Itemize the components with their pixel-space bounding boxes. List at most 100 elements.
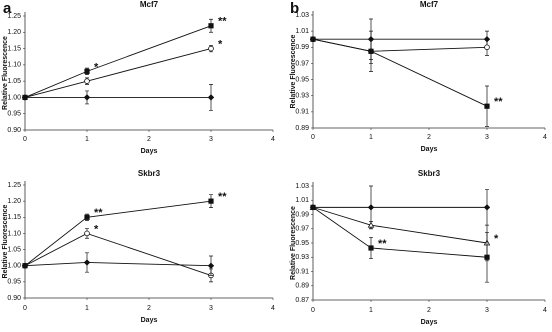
annotation: * — [94, 223, 99, 235]
y-tick-label: 0.99 — [295, 211, 309, 218]
y-tick-label: 1.10 — [7, 230, 21, 237]
x-axis-title: Days — [141, 148, 158, 155]
x-tick-label: 1 — [369, 134, 373, 141]
y-tick-label: 1.05 — [7, 246, 21, 253]
x-axis-title: Days — [141, 317, 158, 324]
y-tick-label: 0.89 — [295, 125, 309, 132]
point — [208, 45, 214, 52]
y-tick-label: 0.97 — [295, 226, 309, 233]
point — [484, 103, 490, 109]
x-tick-label: 2 — [147, 136, 151, 143]
point — [483, 204, 491, 211]
x-tick-label: 3 — [209, 305, 213, 312]
y-tick-label: 0.91 — [295, 109, 309, 116]
x-tick-label: 4 — [271, 136, 275, 143]
x-tick-label: 4 — [543, 134, 547, 141]
point — [83, 94, 91, 101]
x-tick-label: 2 — [427, 134, 431, 141]
y-tick-label: 0.95 — [7, 111, 21, 118]
x-tick-label: 0 — [311, 307, 315, 314]
y-tick-label: 1.01 — [295, 197, 309, 204]
point — [21, 262, 29, 269]
y-tick-label: 1.20 — [7, 29, 21, 36]
chart-title: Mcf7 — [420, 0, 439, 9]
point — [208, 198, 214, 204]
point — [310, 36, 316, 42]
y-tick-label: 0.89 — [295, 283, 309, 290]
point — [367, 204, 375, 211]
point — [207, 94, 215, 101]
y-tick-label: 1.05 — [7, 78, 21, 85]
panel-label: a — [3, 0, 12, 17]
y-tick-label: 0.90 — [7, 127, 21, 134]
x-tick-label: 4 — [271, 305, 275, 312]
chart-panel: Skbr3 0.87 0.89 0.91 0.93 0.95 0.97 0.99 1.01 1.0… — [290, 169, 547, 326]
y-tick-label: 1.15 — [7, 45, 21, 52]
series-line — [24, 232, 212, 276]
annotation: ** — [494, 96, 503, 108]
x-tick-label: 1 — [85, 136, 89, 143]
y-tick-label: 1.01 — [295, 28, 309, 35]
y-tick-label: 0.99 — [295, 44, 309, 51]
y-tick-label: 0.95 — [295, 240, 309, 247]
y-axis-title: Relative Fluorescence — [2, 204, 9, 278]
point — [208, 23, 214, 29]
point — [484, 44, 490, 51]
y-tick-label: 0.95 — [295, 76, 309, 83]
y-tick-label: 1.25 — [7, 13, 21, 20]
series-line — [312, 38, 488, 107]
point — [367, 221, 375, 228]
annotation: ** — [218, 191, 227, 203]
x-tick-label: 1 — [369, 307, 373, 314]
point — [484, 254, 490, 260]
x-tick-label: 4 — [543, 307, 547, 314]
point — [21, 94, 29, 101]
x-tick-label: 3 — [485, 134, 489, 141]
chart-title: Skbr3 — [138, 169, 161, 178]
annotation: ** — [218, 16, 227, 28]
chart-panel: Skbr3 0.90 0.95 1.00 1.05 1.10 1.15 1.20 1.25 0 1 2… — [2, 169, 275, 324]
point — [83, 259, 91, 266]
point — [310, 204, 316, 210]
x-tick-label: 0 — [23, 305, 27, 312]
y-tick-label: 0.93 — [295, 254, 309, 261]
chart-title: Skbr3 — [418, 169, 441, 178]
series-line — [312, 207, 488, 258]
x-axis-title: Days — [421, 146, 438, 153]
y-tick-label: 1.15 — [7, 214, 21, 221]
y-tick-label: 1.20 — [7, 198, 21, 205]
y-axis-title: Relative Fluorescence — [290, 206, 297, 280]
y-tick-label: 1.00 — [7, 263, 21, 270]
y-tick-label: 1.03 — [295, 183, 309, 190]
y-tick-label: 1.03 — [295, 12, 309, 19]
x-axis-title: Days — [421, 319, 438, 326]
x-tick-label: 3 — [209, 136, 213, 143]
point — [84, 214, 90, 220]
x-tick-label: 1 — [85, 305, 89, 312]
annotation: ** — [378, 238, 387, 250]
y-tick-label: 0.97 — [295, 60, 309, 67]
point — [84, 68, 90, 74]
annotation: * — [94, 61, 99, 73]
chart-title: Mcf7 — [140, 0, 159, 9]
point — [368, 48, 374, 54]
point — [84, 78, 90, 84]
y-tick-label: 1.10 — [7, 62, 21, 69]
annotation: * — [218, 38, 223, 50]
y-axis-title: Relative Fluorescence — [290, 34, 297, 108]
series-line — [24, 25, 212, 98]
series-line — [312, 38, 488, 52]
panel-label: b — [290, 0, 299, 17]
x-tick-label: 3 — [485, 307, 489, 314]
y-tick-label: 0.95 — [7, 279, 21, 286]
x-tick-label: 0 — [23, 136, 27, 143]
series-line — [24, 262, 212, 267]
x-tick-label: 0 — [311, 134, 315, 141]
y-tick-label: 0.90 — [7, 295, 21, 302]
point — [207, 262, 215, 269]
x-tick-label: 2 — [147, 305, 151, 312]
x-tick-label: 2 — [427, 307, 431, 314]
chart-panel: Mcf7 b 0.89 0.91 0.93 0.95 0.97 0.99 1.01 1.03 0 1 2… — [290, 0, 547, 153]
chart-panel: Mcf7 a 0.90 0.95 1.00 1.05 1.10 1.15 1.20 1.25 0 1 2… — [2, 0, 275, 155]
